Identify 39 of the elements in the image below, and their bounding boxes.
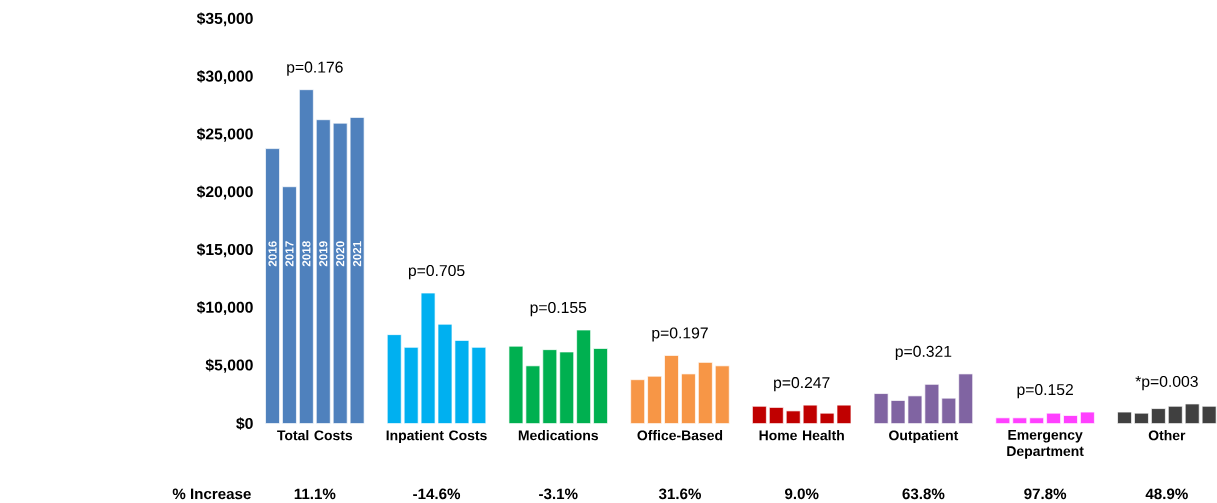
annotation: p=0.705 xyxy=(408,264,465,279)
annotation: p=0.176 xyxy=(287,61,343,76)
y-tick-label: $5,000 xyxy=(205,358,253,373)
annotation: p=0.247 xyxy=(774,376,830,392)
text: 63.8% xyxy=(902,488,945,499)
series-label: 2018 xyxy=(302,240,311,267)
annotation: p=0.321 xyxy=(895,345,952,360)
y-tick-label: $10,000 xyxy=(196,300,253,315)
text: 48.9% xyxy=(1145,488,1188,499)
text: -3.1% xyxy=(539,488,578,499)
text: 97.8% xyxy=(1024,488,1067,499)
series-label: 2021 xyxy=(353,240,362,267)
annotation: p=0.197 xyxy=(652,327,708,342)
y-tick-label: $35,000 xyxy=(196,11,253,27)
series-label: 2017 xyxy=(285,241,294,267)
y-tick-label: $0 xyxy=(236,416,253,430)
y-tick-label: $25,000 xyxy=(196,127,253,142)
series-label: 2020 xyxy=(336,241,345,267)
text: 9.0% xyxy=(784,488,819,499)
y-tick-label: $15,000 xyxy=(196,243,253,258)
x-tick-label: Outpatient xyxy=(889,429,959,443)
annotation: p=0.152 xyxy=(1017,383,1073,399)
annotation: *p=0.003 xyxy=(1135,375,1198,390)
y-tick-label: $20,000 xyxy=(196,185,253,200)
text: -14.6% xyxy=(413,488,461,499)
text: 31.6% xyxy=(658,488,701,499)
x-tick-label: Other xyxy=(1148,429,1186,441)
series-label: 2016 xyxy=(268,241,277,267)
x-tick-label: Total Costs xyxy=(277,429,353,441)
x-tick-label: Emergency Department xyxy=(1007,429,1084,459)
text: 11.1% xyxy=(294,488,336,499)
annotation: p=0.155 xyxy=(530,301,587,316)
series-label: 2019 xyxy=(319,241,328,267)
x-tick-label: Home Health xyxy=(759,429,844,441)
x-tick-label: Medications xyxy=(518,429,599,441)
text: % Increase xyxy=(172,488,251,499)
x-tick-label: Office-Based xyxy=(637,429,723,441)
y-tick-label: $30,000 xyxy=(196,69,253,84)
x-tick-label: Inpatient Costs xyxy=(386,429,487,443)
